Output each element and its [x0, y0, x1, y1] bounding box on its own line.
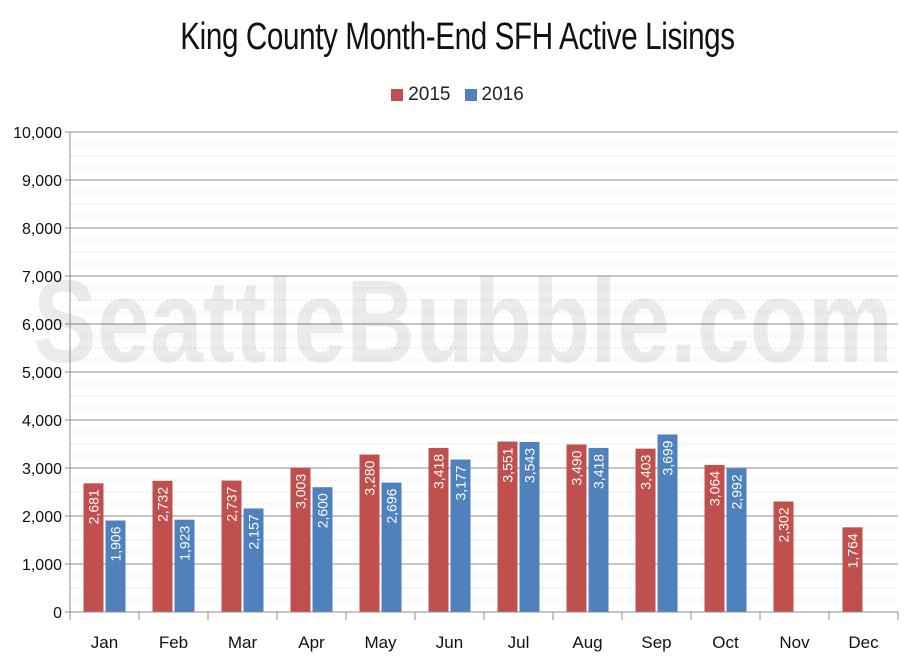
- data-label-2016-feb: 1,923: [177, 525, 193, 560]
- y-tick-label: 8,000: [22, 221, 62, 238]
- data-label-2016-may: 2,696: [384, 488, 400, 523]
- x-tick-label: Jun: [436, 633, 463, 652]
- watermark: SeattleBubble.com: [33, 256, 893, 388]
- bar-2016-feb: [174, 519, 195, 612]
- x-tick-label: Dec: [848, 633, 879, 652]
- x-tick-label: Oct: [712, 633, 739, 652]
- legend-swatch-2016: [464, 89, 477, 101]
- y-tick-label: 10,000: [13, 125, 62, 142]
- legend-item-2016: 2016: [464, 84, 524, 106]
- data-label-2016-jan: 1,906: [108, 526, 124, 561]
- y-tick-label: 5,000: [22, 365, 62, 382]
- x-tick-label: Aug: [572, 633, 602, 652]
- bar-2016-apr: [312, 487, 333, 612]
- y-tick-label: 2,000: [22, 509, 62, 526]
- x-tick-label: May: [364, 633, 397, 652]
- bar-2015-apr: [290, 467, 311, 612]
- data-label-2016-mar: 2,157: [246, 514, 262, 549]
- y-tick-label: 7,000: [22, 269, 62, 286]
- legend-label-2015: 2015: [408, 84, 451, 105]
- bar-2016-jul: [519, 441, 540, 612]
- data-label-2016-oct: 2,992: [729, 474, 745, 509]
- data-label-2015-nov: 2,302: [776, 507, 792, 542]
- data-label-2016-sep: 3,699: [660, 440, 676, 475]
- x-tick-label: Jul: [508, 633, 530, 652]
- y-tick-label: 3,000: [22, 461, 62, 478]
- bar-2015-jun: [428, 447, 449, 612]
- bar-2016-mar: [243, 508, 264, 612]
- x-tick-label: Sep: [641, 633, 671, 652]
- legend-item-2015: 2015: [391, 84, 451, 106]
- bar-2016-jun: [450, 459, 471, 612]
- data-label-2016-aug: 3,418: [591, 454, 607, 489]
- legend-swatch-2015: [391, 89, 404, 101]
- x-tick-label: Apr: [298, 633, 325, 652]
- bar-2016-jan: [105, 520, 126, 612]
- chart-title: King County Month-End SFH Active Lisings: [180, 16, 735, 58]
- data-label-2015-jun: 3,418: [431, 454, 447, 489]
- data-label-2015-aug: 3,490: [569, 450, 585, 485]
- x-tick-label: Feb: [159, 633, 188, 652]
- y-tick-label: 4,000: [22, 413, 62, 430]
- bar-2015-mar: [221, 480, 242, 612]
- data-label-2016-jun: 3,177: [453, 465, 469, 500]
- y-tick-label: 9,000: [22, 173, 62, 190]
- data-label-2015-jul: 3,551: [500, 447, 516, 482]
- y-tick-label: 0: [53, 605, 62, 622]
- bar-2015-jul: [497, 441, 518, 612]
- data-label-2015-jan: 2,681: [86, 489, 102, 524]
- x-tick-label: Nov: [779, 633, 810, 652]
- bar-2016-sep: [657, 434, 678, 612]
- legend-label-2016: 2016: [481, 84, 524, 105]
- data-label-2015-sep: 3,403: [638, 454, 654, 489]
- bar-2015-sep: [635, 448, 656, 612]
- data-label-2016-apr: 2,600: [315, 493, 331, 528]
- x-tick-label: Mar: [228, 633, 258, 652]
- data-label-2015-oct: 3,064: [707, 471, 723, 506]
- data-label-2016-jul: 3,543: [522, 448, 538, 483]
- bar-2015-aug: [566, 444, 587, 612]
- data-label-2015-dec: 1,764: [845, 533, 861, 568]
- bar-2015-dec: [842, 527, 863, 612]
- data-label-2015-feb: 2,732: [155, 487, 171, 522]
- data-label-2015-mar: 2,737: [224, 486, 240, 521]
- bar-2016-oct: [726, 468, 747, 612]
- data-label-2015-may: 3,280: [362, 460, 378, 495]
- bar-2016-aug: [588, 447, 609, 612]
- y-tick-label: 6,000: [22, 317, 62, 334]
- bar-2015-nov: [773, 501, 794, 612]
- legend: 2015 2016: [0, 84, 915, 106]
- bar-2015-jan: [83, 483, 104, 612]
- data-label-2015-apr: 3,003: [293, 474, 309, 509]
- bar-2015-may: [359, 454, 380, 612]
- bar-2016-may: [381, 482, 402, 612]
- bar-2015-feb: [152, 480, 173, 612]
- bar-2015-oct: [704, 464, 725, 612]
- y-tick-label: 1,000: [22, 557, 62, 574]
- x-tick-label: Jan: [91, 633, 118, 652]
